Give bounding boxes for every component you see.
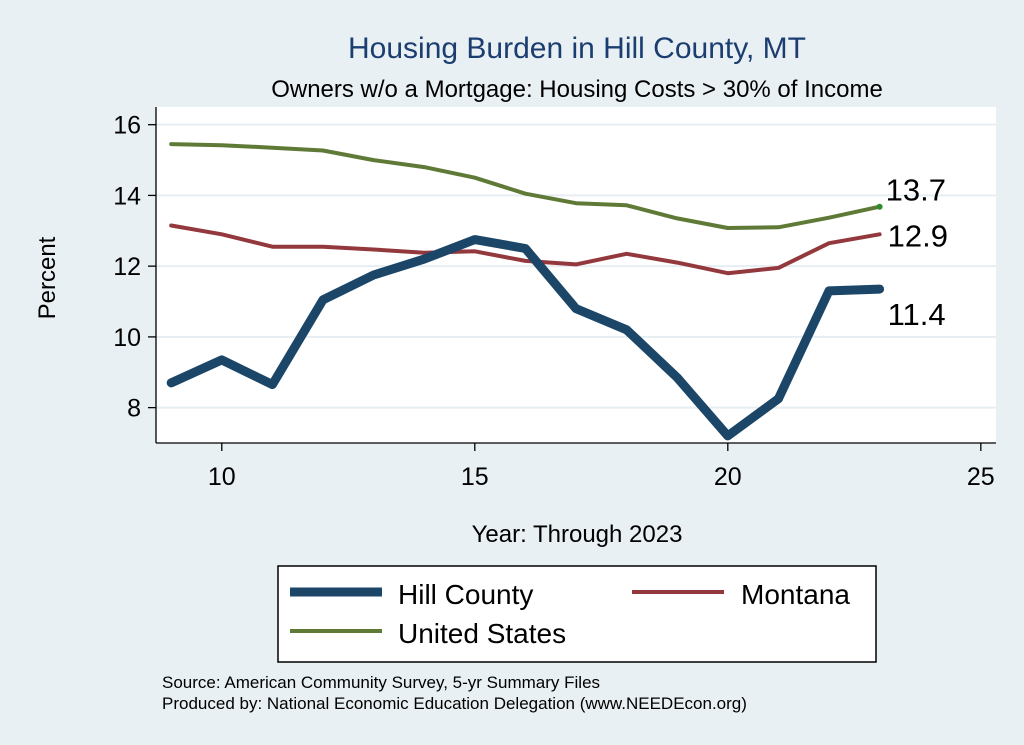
x-tick-label: 10 [208,463,236,491]
series-line-hill-county [166,235,885,441]
chart-title: Housing Burden in Hill County, MT [348,32,806,65]
legend-box [277,565,877,663]
legend-label-montana: Montana [741,579,850,610]
end-label-montana: 12.9 [888,218,948,253]
chart-subtitle: Owners w/o a Mortgage: Housing Costs > 3… [271,76,883,103]
end-label-hill-county: 11.4 [888,297,946,332]
series-line-montana [169,223,882,276]
end-label-united-states: 13.7 [886,173,946,208]
source-line: Source: American Community Survey, 5-yr … [162,673,600,692]
x-axis-label: Year: Through 2023 [472,521,683,548]
series-end-point-united-states [876,203,883,210]
y-tick-label: 16 [113,112,141,140]
x-tick-label: 15 [461,463,489,491]
y-tick-label: 12 [113,253,141,281]
y-tick-label: 8 [127,395,141,423]
y-tick-label: 14 [113,182,141,210]
x-tick-label: 25 [967,463,995,491]
legend-label-hill-county: Hill County [398,579,533,610]
legend: Hill County Montana United States [277,565,877,663]
plot-background [156,107,996,443]
legend-label-united-states: United States [398,618,566,649]
producer-line: Produced by: National Economic Education… [162,694,747,713]
x-tick-label: 20 [714,463,742,491]
series-line-united-states [169,142,882,230]
plot-area: 8 10 12 14 16 10 15 20 25 13.7 12.9 11.4 [113,107,996,491]
y-axis-label: Percent [34,236,61,319]
y-tick-label: 10 [113,324,141,352]
